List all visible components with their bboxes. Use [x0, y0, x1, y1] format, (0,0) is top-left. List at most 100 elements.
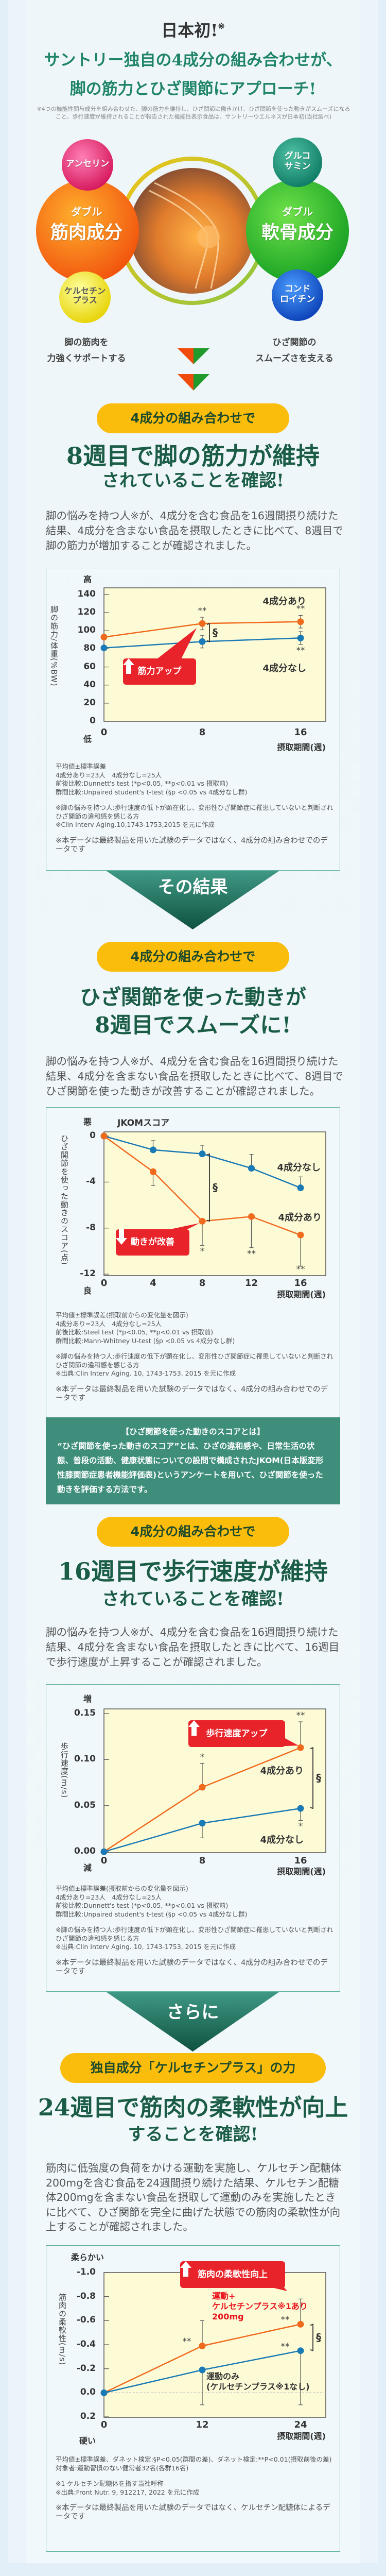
y-tick-label: 0.00 — [74, 1846, 96, 1857]
section4-subheadline: することを確認! — [128, 2124, 258, 2145]
callout-badge: 筋肉の柔軟性向上 — [180, 2261, 285, 2288]
callout-text: 筋肉の柔軟性向上 — [198, 2269, 268, 2280]
note-line: ※出典:Front Nutr. 9, 912217, 2022 を元に作成 — [56, 2488, 200, 2496]
x-tick-label: 12 — [244, 1278, 258, 1289]
section1-pill: 4成分の組み合わせで — [97, 403, 289, 433]
section1-subheadline: されていることを確認! — [102, 470, 284, 491]
note-line: 対象者:運動習慣のない健常者32名(各群16名) — [56, 2464, 189, 2472]
y-axis-label: 歩行速度(m/s) — [60, 1742, 69, 1799]
intro-footnote: ※4つの機能性関与成分を組み合わせた、脚の筋力を維持し、ひざ関節に働きかけ、ひざ… — [37, 106, 350, 120]
chart1-notes: 平均値±標準誤差 4成分あり=23人 4成分なし=25人 前後比較:Dunnett'… — [56, 762, 334, 861]
y-axis-label: ひざ関節を使った動きのスコア(点) — [60, 1134, 69, 1265]
arrow-down-icon — [116, 1229, 127, 1245]
section4-headline: 24週目で筋肉の柔軟性が向上 — [38, 2094, 348, 2121]
y-tick-label: 0.10 — [74, 1754, 96, 1765]
y-low-label: 良 — [83, 1286, 92, 1296]
significance-mark: ** — [296, 604, 305, 615]
x-tick-label: 0 — [100, 727, 108, 738]
data-point — [100, 634, 108, 641]
cartilage-big-label: 軟骨成分 — [261, 223, 334, 243]
note-line: 群間比較:Unpaired student's t-test (§p <0.05… — [56, 1910, 248, 1918]
note-line: 4成分あり=23人 4成分なし=25人 — [56, 1893, 162, 1901]
chart-disclaimer: ※本データは最終製品を用いた試験のデータではなく、4成分の組み合わせでのデータで… — [56, 1385, 328, 1402]
chart-note-block: 平均値±標準誤差(摂取前からの変化量を図示) 4成分あり=23人 4成分なし=25… — [56, 1311, 334, 1345]
data-point — [100, 1132, 108, 1140]
x-tick-label: 0 — [100, 2419, 108, 2430]
note-line: 4成分あり=23人 4成分なし=25人 — [56, 771, 162, 779]
note-line: 平均値±標準誤差、ダネット検定:§P<0.05(群間の差)、ダネット検定:**P… — [56, 2455, 332, 2463]
cartilage-caption-line: ひざ関節の — [272, 337, 317, 348]
chart2-notes: 平均値±標準誤差(摂取前からの変化量を図示) 4成分あり=23人 4成分なし=25… — [56, 1311, 334, 1410]
plot-area — [103, 587, 326, 722]
x-tick-label: 12 — [196, 2419, 209, 2430]
group-significance-mark: § — [316, 1772, 321, 1785]
y-low-label: 減 — [83, 1863, 92, 1873]
x-tick-label: 16 — [294, 1278, 307, 1289]
chart-note-block: 平均値±標準誤差(摂取前からの変化量を図示) 4成分あり=23人 4成分なし=25… — [56, 1885, 334, 1919]
y-tick-label: 40 — [83, 679, 96, 690]
data-point — [199, 2342, 206, 2349]
note-line: ※脚の悩みを持つ人:歩行速度の低下が顕在化し、変形性ひざ関節症に罹患していないと… — [56, 1352, 334, 1369]
group-significance-mark: § — [213, 1181, 218, 1194]
section3-headline: 16週目で歩行速度が維持 — [58, 1557, 328, 1585]
series-label: 200mg — [212, 2312, 244, 2321]
chart3-notes: 平均値±標準誤差(摂取前からの変化量を図示) 4成分あり=23人 4成分なし=25… — [56, 1885, 334, 1984]
anserine-label: アンセリン — [65, 159, 110, 169]
significance-mark: ** — [296, 645, 305, 656]
section2-body: 脚の悩みを持つ人※が、4成分を含む食品を16週間摂り続けた結果、4成分を含まない… — [46, 1055, 343, 1097]
series-label: 4成分なし — [277, 1162, 321, 1173]
badge-mark: ※ — [218, 21, 225, 31]
data-point — [297, 1184, 304, 1192]
chart-note-block: 平均値±標準誤差、ダネット検定:§P<0.05(群間の差)、ダネット検定:**P… — [56, 2455, 334, 2472]
y-tick-label: -4 — [86, 1176, 96, 1187]
callout-text: 動きが改善 — [131, 1237, 174, 1248]
jkom-score-chart: 平均値±標準誤差(摂取前からの変化量を図示) 4成分あり=23人 4成分なし=25… — [46, 1107, 340, 1417]
significance-mark: * — [200, 1246, 205, 1257]
chart-note-block: ※脚の悩みを持つ人:歩行速度の低下が顕在化し、変形性ひざ関節症に罹患していないと… — [56, 1926, 334, 1952]
note-line: ※1 ケルセチン配糖体を指す当社呼称 — [56, 2480, 164, 2487]
section3-body: 脚の悩みを持つ人※が、4成分を含む食品を16週間摂り続けた結果、4成分を含まない… — [46, 1626, 340, 1668]
knee-leg-icon — [149, 182, 220, 289]
japan-first-badge: 日本初!※ — [0, 21, 386, 40]
chart-disclaimer: ※本データは最終製品を用いた試験のデータではなく、ケルセチン配糖体によるデータで… — [56, 2504, 330, 2521]
group-significance-mark: § — [316, 2331, 321, 2344]
cartilage-caption-line: スムーズさを支える — [255, 353, 334, 364]
arrow-up-icon — [180, 2261, 191, 2277]
data-point — [297, 1231, 304, 1239]
callout-badge: 歩行速度アップ — [188, 1720, 285, 1747]
quercetin-label: ケルセチン プラス — [64, 286, 106, 306]
section2-subheadline: 8週目でスムーズに! — [95, 1012, 291, 1038]
flow-arrows-icon — [178, 348, 209, 391]
note-line: ※脚の悩みを持つ人:歩行速度の低下が顕在化し、変形性ひざ関節症に罹患していないと… — [56, 1926, 334, 1942]
data-point — [100, 1848, 108, 1855]
callout-text: 歩行速度アップ — [206, 1728, 268, 1739]
callout-badge: 筋力アップ — [123, 658, 196, 685]
y-tick-label: 0.05 — [74, 1800, 96, 1810]
chart-note-block: ※脚の悩みを持つ人:歩行速度の低下が顕在化し、変形性ひざ関節症に罹患していないと… — [56, 1352, 334, 1378]
y-low-label: 硬い — [79, 2436, 96, 2446]
series-label: ケルセチンプラス※1あり — [212, 2301, 308, 2311]
chart-disclaimer: ※本データは最終製品を用いた試験のデータではなく、4成分の組み合わせでのデータで… — [56, 1958, 328, 1976]
series-label: (ケルセチンプラス※1なし) — [206, 2382, 310, 2392]
data-point — [100, 2389, 108, 2396]
significance-mark: ** — [280, 2315, 290, 2326]
section3-pill: 4成分の組み合わせで — [97, 1517, 289, 1547]
y-tick-label: -12 — [80, 1268, 96, 1279]
section4-pill: 独自成分「ケルセチンプラス」の力 — [60, 2053, 326, 2083]
note-line: ※出典:Clin Interv Aging. 10, 1743-1753, 20… — [56, 1369, 236, 1377]
significance-bracket — [310, 1747, 313, 1809]
note-line: 群間比較:Unpaired student's t-test (§p <0.05… — [56, 788, 248, 796]
y-tick-label: 0.0 — [80, 2387, 96, 2398]
significance-mark: ** — [296, 1710, 305, 1721]
muscle-strength-chart: 平均値±標準誤差 4成分あり=23人 4成分なし=25人 前後比較:Dunnett'… — [46, 568, 340, 871]
y-axis-label: 筋肉の柔軟性(m/s) — [58, 2293, 67, 2366]
jkom-explanation-box: 【ひざ関節を使った動きのスコアとは】 “ひざ関節を使った動きのスコア”とは、ひざ… — [46, 1417, 340, 1504]
data-point — [297, 618, 304, 625]
series-label: 4成分なし — [260, 1835, 304, 1845]
data-point — [199, 620, 206, 627]
headline-line-2: 脚の筋力とひざ関節にアプローチ! — [69, 80, 317, 98]
chart-title: JKOMスコア — [117, 1118, 170, 1128]
section2-headline: ひざ関節を使った動きが — [80, 985, 306, 1009]
y-tick-label: -0.8 — [76, 2291, 96, 2301]
data-point — [199, 1784, 206, 1791]
